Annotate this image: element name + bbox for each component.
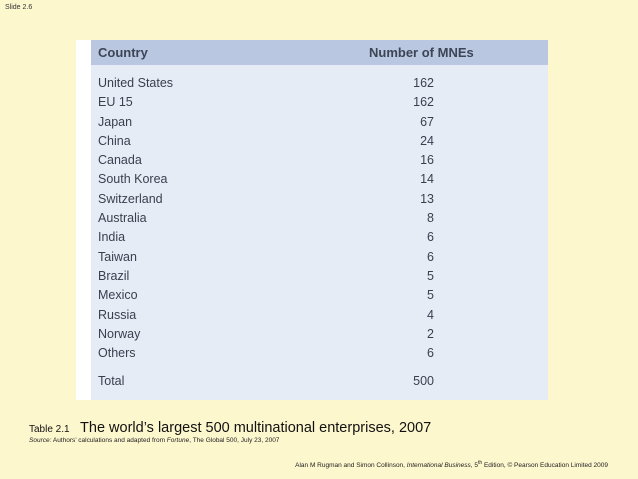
credit-authors: Alan M Rugman and Simon Collinson,	[295, 462, 407, 470]
row-country: China	[98, 133, 131, 148]
table-row: India 6	[91, 228, 548, 247]
header-country: Country	[98, 45, 148, 60]
row-count: 6	[427, 230, 434, 245]
row-count: 162	[413, 76, 434, 90]
credit-rest: Edition, © Pearson Education Limited 200…	[482, 462, 608, 470]
credit-edition-num: , 5	[470, 462, 478, 470]
row-country: Japan	[98, 114, 133, 129]
row-count: 16	[420, 153, 434, 168]
row-country: Taiwan	[98, 249, 137, 264]
row-country: Australia	[98, 211, 147, 226]
row-country: Mexico	[98, 288, 138, 303]
table-row: Brazil 5	[91, 267, 548, 286]
row-country: Canada	[98, 153, 142, 168]
header-count: Number of MNEs	[369, 45, 474, 60]
row-country: South Korea	[98, 172, 168, 187]
copyright-credit: Alan M Rugman and Simon Collinson, Inter…	[295, 460, 608, 469]
table-row: Russia 4	[91, 306, 548, 325]
row-count: 2	[427, 326, 434, 341]
table-body: United States 162 EU 15 162 Japan 67 China 24 Ca…	[91, 65, 548, 400]
mne-table: Country Number of MNEs United States 162 E…	[76, 40, 548, 400]
row-count: 6	[427, 249, 434, 264]
row-country: Russia	[98, 307, 137, 322]
credit-book: International Business	[406, 462, 471, 470]
table-row: Canada 16	[91, 151, 548, 170]
row-count: 24	[420, 133, 434, 148]
credit-edition-sup: th	[477, 460, 483, 466]
table-row: Others 6	[91, 344, 548, 363]
table-row: EU 15 162	[91, 93, 548, 112]
row-country: Switzerland	[98, 191, 163, 206]
total-value: 500	[413, 374, 434, 388]
row-count: 5	[427, 268, 434, 283]
row-count: 14	[420, 172, 434, 187]
row-country: EU 15	[98, 95, 133, 110]
row-country: India	[98, 230, 126, 245]
row-count: 6	[427, 346, 434, 361]
table-row: South Korea 14	[91, 170, 548, 189]
source-text-after: , The Global 500, July 23, 2007	[189, 437, 280, 444]
table-row: Japan 67	[91, 113, 548, 132]
table-row: Taiwan 6	[91, 248, 548, 267]
table-row: Switzerland 13	[91, 190, 548, 209]
table-row: Mexico 5	[91, 286, 548, 305]
row-country: Brazil	[98, 268, 130, 283]
table-total-row: Total 500	[91, 374, 548, 394]
source-prefix: Source:	[29, 437, 52, 444]
table-row: Norway 2	[91, 325, 548, 344]
row-count: 67	[420, 114, 434, 129]
table-row: United States 162	[91, 74, 548, 93]
table-header: Country Number of MNEs	[91, 40, 548, 65]
row-country: United States	[98, 76, 174, 90]
caption-label: Table 2.1	[29, 424, 70, 435]
total-label: Total	[98, 374, 125, 388]
table-row: China 24	[91, 132, 548, 151]
source-note: Source: Authors’ calculations and adapte…	[29, 437, 279, 444]
row-country: Norway	[98, 326, 141, 341]
row-count: 13	[420, 191, 434, 206]
table-caption: Table 2.1 The world’s largest 500 multin…	[29, 419, 431, 437]
table-rows: United States 162 EU 15 162 Japan 67 China 24 Ca…	[91, 74, 548, 363]
caption-title: The world’s largest 500 multinational en…	[80, 420, 432, 436]
row-country: Others	[98, 346, 136, 361]
row-count: 8	[427, 211, 434, 226]
table-row: Australia 8	[91, 209, 548, 228]
slide-number: Slide 2.6	[5, 4, 33, 11]
source-publication: Fortune	[166, 437, 190, 444]
row-count: 5	[427, 288, 434, 303]
source-text-before: Authors’ calculations and adapted from	[51, 437, 167, 444]
row-count: 4	[427, 307, 434, 322]
row-count: 162	[413, 95, 434, 110]
